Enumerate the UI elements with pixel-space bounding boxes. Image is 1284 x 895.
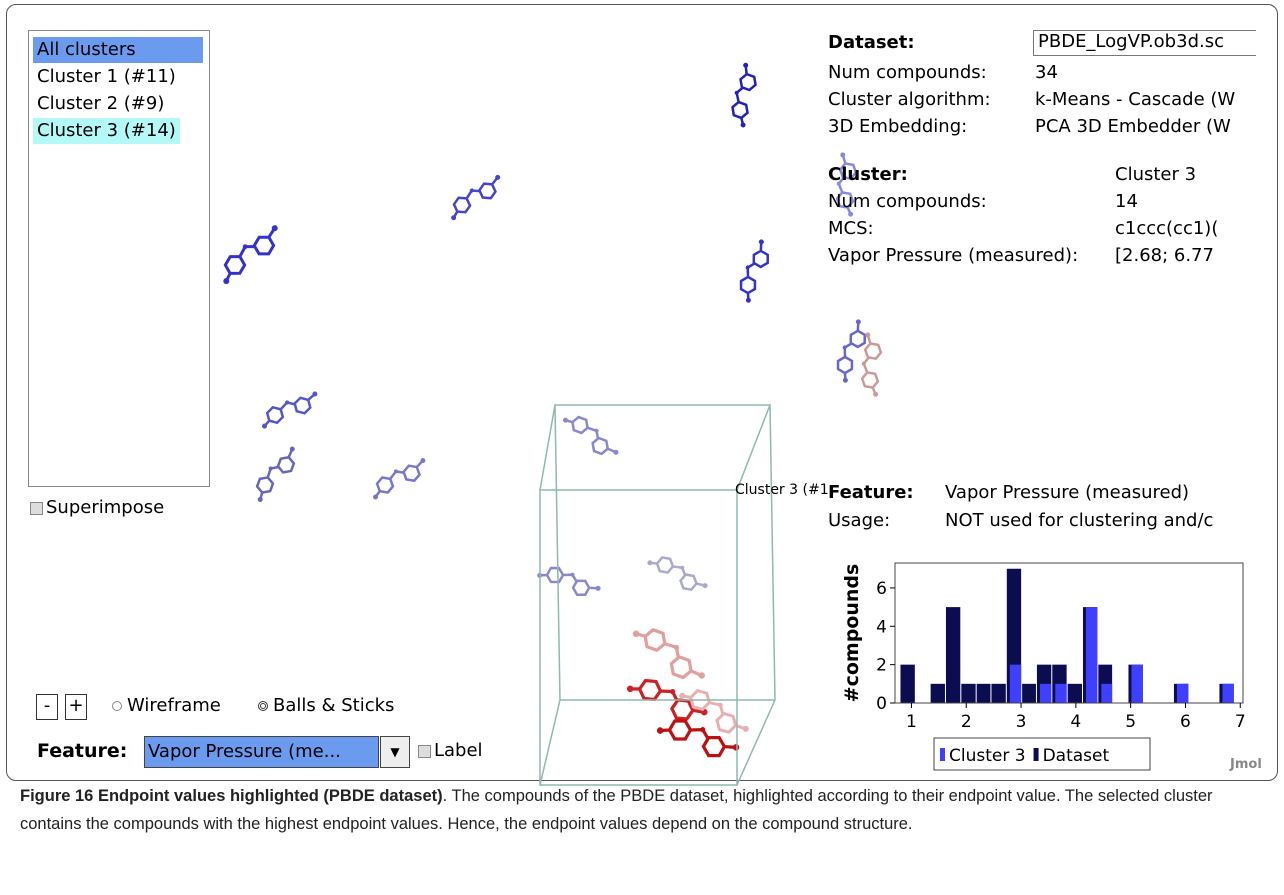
info-value: Vapor Pressure (measured) bbox=[945, 482, 1189, 503]
checkbox-label: Label bbox=[434, 740, 483, 761]
y-tick-label: 4 bbox=[876, 617, 887, 637]
bar bbox=[946, 607, 960, 703]
x-tick-label: 1 bbox=[906, 712, 917, 732]
info-panel: Dataset: PBDE_LogVP.ob3d.sc Num compound… bbox=[828, 30, 1256, 280]
info-value: 34 bbox=[1035, 62, 1058, 83]
info-key: Num compounds: bbox=[828, 62, 987, 83]
info-value: PCA 3D Embedder (W bbox=[1035, 116, 1231, 137]
info-key: 3D Embedding: bbox=[828, 116, 967, 137]
legend-label: Cluster 3 bbox=[949, 746, 1026, 766]
radio-balls-sticks[interactable]: Balls & Sticks bbox=[258, 694, 394, 718]
molecule bbox=[257, 391, 323, 429]
molecules bbox=[211, 62, 888, 772]
superimpose-checkbox[interactable]: Superimpose bbox=[30, 497, 164, 518]
bar bbox=[1101, 684, 1112, 703]
feature-label: Feature: bbox=[37, 740, 127, 762]
molecule bbox=[729, 238, 780, 303]
bar bbox=[1068, 684, 1082, 703]
bar bbox=[1222, 684, 1233, 703]
dataset-field[interactable]: PBDE_LogVP.ob3d.sc bbox=[1033, 30, 1256, 56]
info-value: 14 bbox=[1115, 191, 1138, 212]
cluster-list[interactable]: All clusters Cluster 1 (#11) Cluster 2 (… bbox=[28, 30, 210, 487]
radio-label: Balls & Sticks bbox=[273, 695, 394, 716]
molecule bbox=[723, 62, 766, 128]
bar bbox=[1022, 684, 1036, 703]
molecule bbox=[245, 446, 307, 503]
bar bbox=[900, 665, 914, 703]
molecule bbox=[211, 224, 289, 285]
bar bbox=[1055, 684, 1066, 703]
info-key: MCS: bbox=[828, 218, 874, 239]
y-tick-label: 6 bbox=[876, 579, 887, 599]
molecule bbox=[366, 457, 432, 500]
x-tick-label: 2 bbox=[961, 712, 972, 732]
cluster-item[interactable]: Cluster 2 (#9) bbox=[33, 91, 168, 117]
feature-dropdown[interactable]: Vapor Pressure (me... bbox=[144, 736, 379, 768]
radio-wireframe[interactable]: Wireframe bbox=[112, 694, 221, 718]
y-tick-label: 0 bbox=[876, 694, 887, 714]
x-tick-label: 7 bbox=[1235, 712, 1246, 732]
radio-label: Wireframe bbox=[127, 695, 221, 716]
checkbox-label: Superimpose bbox=[46, 497, 164, 518]
y-tick-label: 2 bbox=[876, 656, 887, 676]
molecule bbox=[443, 174, 509, 221]
bar bbox=[1086, 607, 1097, 703]
info-key: Feature: bbox=[828, 482, 914, 503]
info-key: Vapor Pressure (measured): bbox=[828, 245, 1078, 266]
histogram: 0 2 4 6 1 2 3 4 5 6 7 #compounds Cluster 3 Dataset bbox=[841, 563, 1246, 770]
info-value: k-Means - Cascade (W bbox=[1035, 89, 1235, 110]
feature-panel: Feature: Vapor Pressure (measured) Usage… bbox=[828, 480, 1256, 540]
label-checkbox[interactable]: Label bbox=[418, 740, 483, 761]
legend-swatch bbox=[1034, 748, 1039, 761]
zoom-out-button[interactable]: - bbox=[36, 694, 58, 720]
cluster-item[interactable]: Cluster 1 (#11) bbox=[33, 64, 180, 90]
bar bbox=[991, 684, 1005, 703]
x-tick-label: 4 bbox=[1070, 712, 1081, 732]
legend-swatch bbox=[940, 748, 945, 761]
legend-label: Dataset bbox=[1043, 746, 1110, 766]
info-key: Cluster algorithm: bbox=[828, 89, 991, 110]
info-key: Dataset: bbox=[828, 32, 915, 53]
info-key: Cluster: bbox=[828, 164, 908, 185]
bar bbox=[1010, 665, 1021, 703]
info-key: Num compounds: bbox=[828, 191, 987, 212]
caption: Figure 16 Endpoint values highlighted (P… bbox=[20, 782, 1270, 838]
cluster-item[interactable]: Cluster 3 (#14) bbox=[33, 118, 180, 144]
bar bbox=[1177, 684, 1188, 703]
info-value: c1ccc(cc1)( bbox=[1115, 218, 1218, 239]
info-value: NOT used for clustering and/c bbox=[945, 510, 1213, 531]
y-axis-label: #compounds bbox=[841, 564, 863, 703]
box-label: Cluster 3 (#14) bbox=[735, 482, 843, 498]
x-tick-label: 5 bbox=[1125, 712, 1136, 732]
molecule bbox=[562, 405, 619, 467]
cluster-item[interactable]: All clusters bbox=[33, 37, 203, 63]
zoom-in-button[interactable]: + bbox=[65, 694, 87, 720]
bar bbox=[977, 684, 991, 703]
bar bbox=[1040, 684, 1051, 703]
info-key: Usage: bbox=[828, 510, 890, 531]
info-value: [2.68; 6.77 bbox=[1115, 245, 1214, 266]
info-value: Cluster 3 bbox=[1115, 164, 1196, 185]
caption-title: Figure 16 Endpoint values highlighted (P… bbox=[20, 787, 443, 805]
x-tick-label: 6 bbox=[1180, 712, 1191, 732]
watermark: Jmol bbox=[1230, 757, 1262, 772]
x-tick-label: 3 bbox=[1016, 712, 1027, 732]
bar bbox=[961, 684, 975, 703]
bar bbox=[1131, 665, 1142, 703]
bar bbox=[931, 684, 945, 703]
page: 02461234567#compoundsCluster 3Dataset Al… bbox=[0, 0, 1284, 895]
dropdown-arrow[interactable]: ▼ bbox=[380, 736, 410, 768]
molecule bbox=[855, 332, 888, 397]
molecule bbox=[646, 545, 708, 602]
molecule bbox=[536, 556, 601, 607]
